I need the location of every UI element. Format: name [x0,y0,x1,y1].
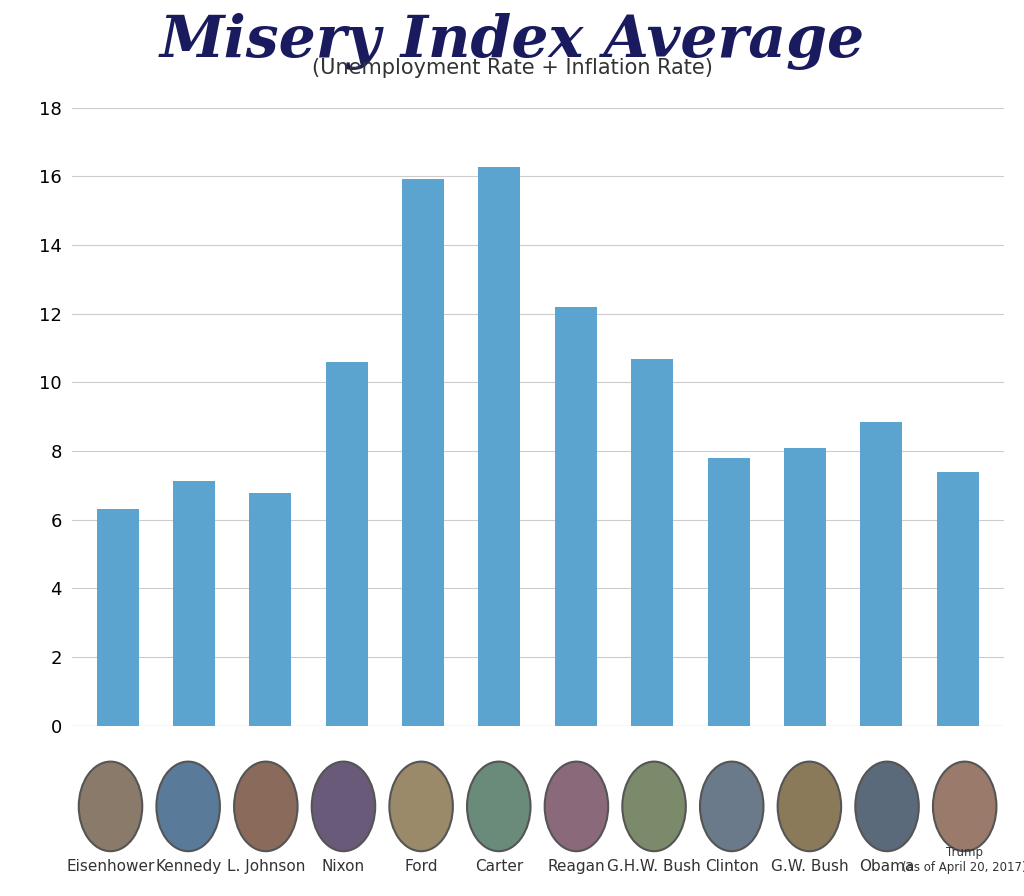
Text: L. Johnson: L. Johnson [226,858,305,874]
Bar [249,493,291,726]
Bar [173,481,215,726]
Text: (Unemployment Rate + Inflation Rate): (Unemployment Rate + Inflation Rate) [311,58,713,78]
Bar [96,509,138,726]
Bar [784,448,826,726]
Bar [631,359,673,726]
Text: Clinton: Clinton [705,858,759,874]
Text: Ford: Ford [404,858,438,874]
Bar [937,472,979,726]
Text: Eisenhower: Eisenhower [67,858,155,874]
Text: Misery Index Average: Misery Index Average [160,13,864,71]
Bar [478,167,520,726]
Bar [402,178,444,726]
Text: G.W. Bush: G.W. Bush [771,858,848,874]
Text: Obama: Obama [859,858,914,874]
Text: Trump
(as of April 20, 2017): Trump (as of April 20, 2017) [902,846,1024,874]
Bar [326,362,368,726]
Text: G.H.W. Bush: G.H.W. Bush [607,858,701,874]
Bar [555,307,597,726]
Text: Carter: Carter [475,858,523,874]
Bar [860,423,902,726]
Text: Kennedy: Kennedy [155,858,221,874]
Text: Nixon: Nixon [322,858,365,874]
Text: Reagan: Reagan [548,858,605,874]
Bar [708,458,750,726]
